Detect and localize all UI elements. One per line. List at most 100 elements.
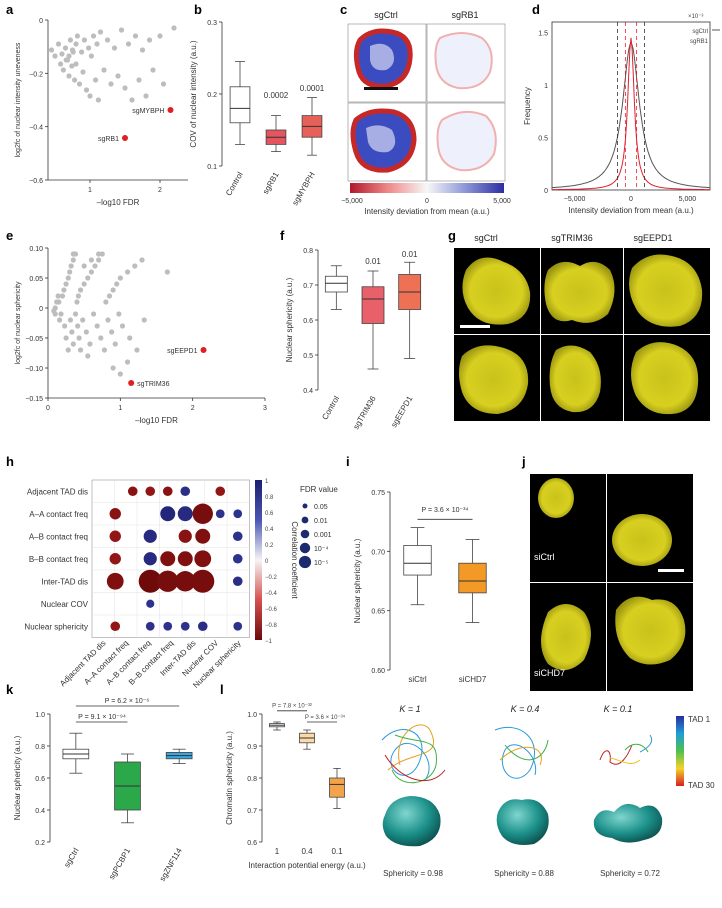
colorbar-c-tick-2: 5,000 (493, 198, 511, 205)
dotplot-h: Adjacent TAD dis A–A contact freq A–B cont… (24, 479, 338, 690)
data-point (69, 63, 75, 69)
data-point (106, 293, 113, 299)
data-point (70, 251, 76, 257)
series-line-sgrb1 (552, 37, 710, 191)
data-point (139, 257, 145, 263)
data-point (75, 323, 81, 329)
sphericity-0: Sphericity = 0.98 (383, 869, 443, 878)
data-point (104, 37, 111, 43)
x-tick-label: Control (224, 170, 245, 197)
row-label: B–B contact freq (29, 555, 88, 564)
y-tick-label: −0.05 (25, 336, 43, 343)
correlation-dot (233, 621, 243, 631)
col-label-g-0: sgCtrl (474, 233, 498, 243)
panel-label-k: k (6, 682, 14, 697)
data-point (81, 281, 87, 287)
legend-label: sgCtrl (692, 29, 708, 35)
data-point (124, 359, 131, 365)
data-point (67, 37, 73, 43)
y-tick-label: 1.0 (247, 712, 257, 719)
y-axis-label: Nuclear sphericity (a.u.) (13, 735, 22, 820)
y-tick-label: 0.2 (207, 92, 217, 99)
data-point (90, 311, 97, 317)
boxplot-l: 0.6 0.7 0.8 0.9 1.0 Chromatin sphericity (a.u… (225, 704, 366, 870)
panel-label-h: h (6, 454, 14, 469)
correlation-dot (160, 506, 176, 522)
data-point (69, 329, 75, 335)
data-point (88, 257, 94, 263)
data-point (73, 61, 79, 67)
data-point (68, 263, 74, 269)
data-point (75, 293, 81, 299)
data-point (63, 281, 69, 287)
y-tick-label: 0.3 (207, 20, 217, 27)
data-point (115, 73, 121, 79)
data-point (118, 27, 125, 33)
data-point (73, 41, 79, 47)
plot-frame (551, 21, 711, 191)
data-point (55, 293, 61, 299)
colorbar-tick: 1 (265, 479, 269, 485)
correlation-dot (162, 486, 173, 497)
data-point (93, 77, 99, 83)
data-point (150, 67, 156, 73)
data-point (83, 329, 89, 335)
correlation-dot (175, 571, 196, 592)
data-point (112, 341, 118, 347)
y-tick-label: −0.4 (29, 125, 43, 132)
x-tick-label: 0.4 (301, 847, 313, 856)
y-axis-label: Chromatin sphericity (a.u.) (225, 731, 234, 825)
data-point (119, 323, 126, 329)
row-label: Inter-TAD dis (41, 577, 88, 586)
data-point-label: sgRB1 (98, 136, 119, 143)
x-axis-label: Intensity deviation from mean (a.u.) (568, 206, 694, 215)
lineplot-d: 0 0.5 1 1.5 −5,000 0 5,000 ×10⁻³ Intensity devia… (523, 14, 720, 215)
data-point (164, 269, 170, 275)
data-point (70, 49, 76, 55)
tad-legend-top: TAD 1 (688, 715, 711, 724)
y-axis-label: Nuclear sphericity (a.u.) (353, 538, 362, 623)
data-point (132, 263, 138, 269)
correlation-dot (191, 569, 215, 593)
data-point (160, 81, 167, 87)
x-tick-label: 2 (158, 187, 162, 194)
size-legend-dot (301, 516, 309, 524)
y-axis-label: Nuclear sphericity (a.u.) (285, 277, 294, 362)
y-tick-label: 0.1 (207, 164, 217, 171)
size-legend-label: 0.001 (314, 532, 332, 539)
model-k-1: K = 0.4 (511, 704, 540, 714)
y-tick-label: 0 (39, 18, 43, 25)
correlation-dot (145, 621, 155, 631)
data-point (96, 257, 102, 263)
colorbar-tick: −0.4 (265, 591, 278, 597)
row-label: Adjacent TAD dis (27, 487, 88, 496)
correlation-dot (177, 551, 193, 567)
y-tick-label: 0.5 (538, 136, 548, 143)
correlation-dot (180, 621, 190, 631)
pvalue-label: P = 3.6 × 10⁻³⁴ (305, 714, 346, 721)
data-point (110, 365, 116, 371)
data-point (88, 269, 94, 275)
data-point (67, 269, 73, 275)
colorbar-tick: 0.4 (265, 527, 274, 533)
colorbar-c-tick-0: −5,000 (341, 198, 363, 205)
pvalue-label: P = 3.6 × 10⁻³⁴ (421, 507, 468, 514)
data-point (114, 281, 120, 287)
data-point (63, 57, 69, 63)
correlation-dot (110, 621, 121, 632)
data-point (146, 37, 153, 43)
colorbar-tick: 0.2 (265, 543, 274, 549)
tad-colorbar (676, 716, 684, 786)
y-tick-label: −0.15 (25, 396, 43, 403)
data-point (59, 293, 66, 299)
data-point (86, 45, 92, 51)
data-point (66, 53, 72, 59)
box (403, 545, 432, 576)
y-tick-label: 0.05 (29, 276, 43, 283)
x-tick-label: Control (320, 394, 341, 421)
colorbar-tick: 0 (265, 559, 269, 565)
data-point (79, 49, 85, 55)
correlation-dot (127, 486, 138, 497)
colorbar-tick: −0.6 (265, 607, 278, 613)
x-tick-label: 0 (629, 196, 633, 203)
